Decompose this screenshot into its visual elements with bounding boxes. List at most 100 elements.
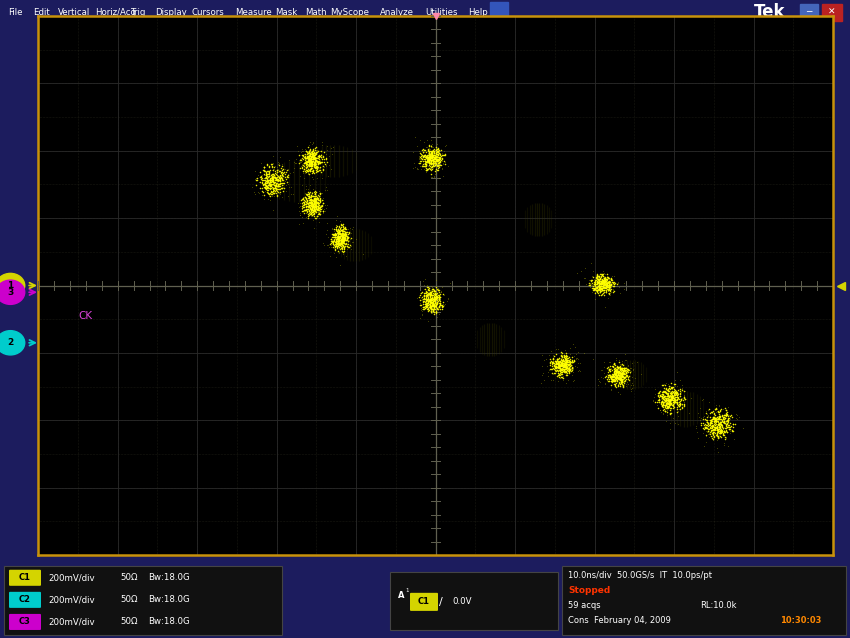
Point: [556, 360, 570, 370]
Point: [621, 364, 635, 374]
Point: [325, 149, 338, 159]
Point: [553, 364, 567, 375]
Point: [334, 239, 348, 249]
Point: [315, 154, 329, 165]
Point: [558, 354, 572, 364]
Point: [424, 153, 438, 163]
Point: [424, 295, 438, 305]
Point: [306, 149, 320, 159]
Point: [433, 147, 446, 158]
Point: [308, 202, 321, 212]
Point: [303, 205, 316, 215]
Point: [428, 301, 441, 311]
Point: [262, 182, 275, 193]
Point: [620, 366, 634, 376]
Point: [563, 365, 576, 375]
Point: [314, 200, 328, 210]
Point: [314, 158, 328, 168]
Point: [700, 415, 714, 426]
Point: [336, 232, 349, 242]
Point: [264, 184, 277, 194]
Point: [264, 174, 277, 184]
Point: [615, 371, 629, 382]
Point: [658, 403, 672, 413]
Point: [314, 157, 327, 167]
Point: [427, 286, 440, 296]
Point: [305, 201, 319, 211]
Point: [600, 271, 614, 281]
Point: [416, 304, 429, 315]
Point: [274, 184, 287, 194]
Point: [620, 366, 634, 376]
Point: [552, 362, 566, 373]
Point: [301, 209, 314, 219]
Point: [583, 279, 597, 289]
Point: [308, 193, 321, 204]
Point: [266, 169, 280, 179]
Point: [422, 160, 436, 170]
Point: [430, 290, 444, 300]
Point: [614, 364, 627, 374]
Point: [704, 431, 717, 441]
Point: [314, 202, 327, 212]
Point: [562, 362, 575, 373]
Point: [259, 171, 273, 181]
Point: [668, 419, 682, 429]
Point: [601, 272, 615, 282]
Point: [595, 270, 609, 280]
Point: [608, 372, 621, 382]
Point: [425, 308, 439, 318]
Point: [596, 283, 609, 293]
Point: [591, 273, 604, 283]
Point: [611, 369, 625, 379]
Point: [423, 297, 437, 307]
Point: [711, 426, 725, 436]
Point: [711, 420, 725, 430]
Point: [615, 362, 629, 373]
Point: [424, 295, 438, 306]
Point: [291, 146, 304, 156]
Point: [269, 184, 283, 195]
Point: [427, 154, 440, 164]
Point: [669, 397, 683, 407]
Point: [716, 413, 729, 423]
Point: [295, 202, 309, 212]
Point: [305, 156, 319, 167]
Point: [598, 302, 611, 312]
Point: [316, 207, 330, 218]
Point: [342, 235, 355, 246]
Point: [266, 165, 280, 175]
Point: [271, 181, 285, 191]
Point: [661, 402, 675, 412]
Circle shape: [0, 273, 25, 298]
Point: [264, 175, 277, 185]
Point: [555, 352, 569, 362]
Point: [300, 157, 314, 167]
Point: [554, 360, 568, 371]
Point: [423, 164, 437, 174]
Point: [424, 158, 438, 168]
Point: [692, 433, 706, 443]
Point: [659, 396, 672, 406]
Point: [356, 249, 370, 259]
Point: [425, 290, 439, 300]
Point: [556, 355, 570, 365]
Point: [718, 419, 732, 429]
Point: [421, 154, 434, 164]
Point: [280, 171, 293, 181]
Point: [311, 193, 325, 203]
Point: [592, 374, 605, 384]
Point: [424, 306, 438, 316]
Point: [710, 422, 723, 433]
Point: [612, 375, 626, 385]
Point: [614, 371, 627, 382]
Point: [693, 403, 706, 413]
Point: [341, 233, 354, 243]
Point: [279, 179, 292, 189]
Point: [264, 187, 278, 197]
Point: [273, 170, 286, 180]
Point: [271, 180, 285, 190]
Point: [592, 274, 605, 284]
Point: [272, 179, 286, 189]
Point: [592, 271, 606, 281]
